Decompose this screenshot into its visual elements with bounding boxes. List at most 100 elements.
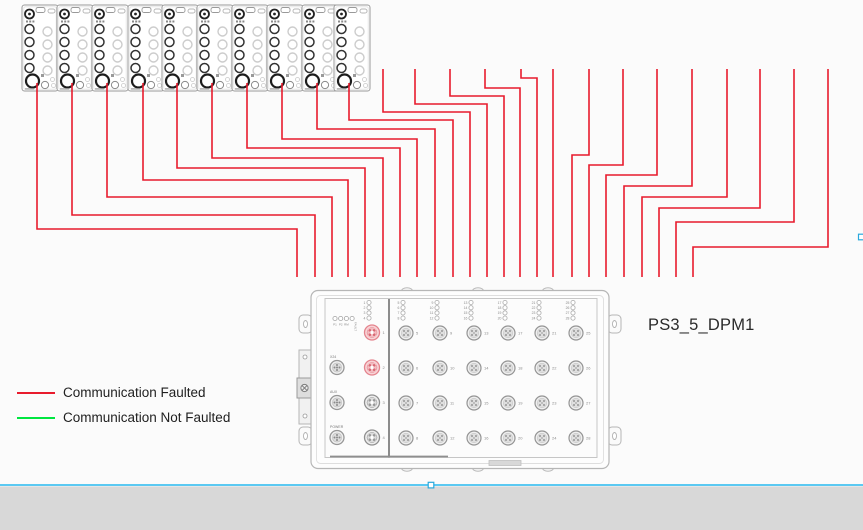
module-port-right[interactable] bbox=[42, 52, 53, 63]
device-port-17[interactable]: 17 bbox=[500, 325, 523, 341]
wire-communication-faulted[interactable] bbox=[246, 83, 401, 277]
module-port-right[interactable] bbox=[112, 39, 123, 50]
wire-communication-faulted[interactable] bbox=[348, 83, 454, 277]
device-port-23[interactable]: 23 bbox=[534, 395, 557, 411]
wire-communication-faulted[interactable] bbox=[142, 83, 349, 277]
device-port-5[interactable]: 5 bbox=[398, 325, 419, 341]
module-port-left[interactable] bbox=[130, 62, 141, 74]
module-port-left[interactable] bbox=[59, 36, 70, 48]
module-port-left[interactable] bbox=[234, 49, 245, 61]
module-port-right[interactable] bbox=[322, 39, 333, 50]
device-port-20[interactable]: 20 bbox=[500, 430, 523, 446]
module-main-connector[interactable] bbox=[234, 73, 251, 89]
device-port-12[interactable]: 12 bbox=[432, 430, 455, 446]
module-port-left[interactable] bbox=[24, 23, 35, 35]
module-port-left[interactable] bbox=[269, 62, 280, 74]
module-port-right[interactable] bbox=[287, 65, 298, 76]
device-port-8[interactable]: 8 bbox=[398, 430, 419, 446]
io-module[interactable] bbox=[231, 4, 269, 92]
device-connector-x24[interactable]: X24 bbox=[329, 355, 345, 376]
device-port-28[interactable]: 28 bbox=[568, 430, 591, 446]
wire-communication-faulted[interactable] bbox=[211, 83, 384, 277]
module-main-connector[interactable] bbox=[164, 73, 181, 89]
module-port-right[interactable] bbox=[77, 39, 88, 50]
module-port-right[interactable] bbox=[354, 65, 365, 76]
device-port-22[interactable]: 22 bbox=[534, 360, 557, 376]
module-port-right[interactable] bbox=[354, 52, 365, 63]
wire-communication-faulted[interactable] bbox=[281, 83, 418, 277]
selection-handle[interactable] bbox=[857, 233, 863, 241]
wire-communication-faulted[interactable] bbox=[692, 69, 829, 277]
module-port-left[interactable] bbox=[304, 62, 315, 74]
module-port-left[interactable] bbox=[164, 36, 175, 48]
module-port-left[interactable] bbox=[199, 36, 210, 48]
module-port-right[interactable] bbox=[252, 65, 263, 76]
module-port-left[interactable] bbox=[304, 36, 315, 48]
module-port-left[interactable] bbox=[59, 49, 70, 61]
module-port-left[interactable] bbox=[24, 49, 35, 61]
module-main-connector[interactable] bbox=[199, 73, 216, 89]
device-port-7[interactable]: 7 bbox=[398, 395, 419, 411]
module-port-left[interactable] bbox=[164, 49, 175, 61]
module-port-left[interactable] bbox=[336, 62, 347, 74]
module-port-right[interactable] bbox=[182, 65, 193, 76]
module-port-left[interactable] bbox=[130, 36, 141, 48]
module-port-left[interactable] bbox=[234, 36, 245, 48]
module-port-right[interactable] bbox=[217, 65, 228, 76]
module-port-left[interactable] bbox=[234, 23, 245, 35]
module-port-left[interactable] bbox=[269, 49, 280, 61]
module-port-right[interactable] bbox=[148, 65, 159, 76]
module-main-connector[interactable] bbox=[336, 73, 353, 89]
io-module[interactable] bbox=[127, 4, 165, 92]
wire-communication-faulted[interactable] bbox=[623, 69, 693, 277]
module-port-right[interactable] bbox=[42, 26, 53, 37]
device-title[interactable]: PS3_5_DPM1 bbox=[648, 316, 755, 334]
device-port-21[interactable]: 21 bbox=[534, 325, 557, 341]
module-port-right[interactable] bbox=[112, 52, 123, 63]
module-port-right[interactable] bbox=[112, 26, 123, 37]
module-port-left[interactable] bbox=[336, 36, 347, 48]
module-port-left[interactable] bbox=[164, 23, 175, 35]
module-main-connector[interactable] bbox=[94, 73, 111, 89]
module-port-right[interactable] bbox=[287, 39, 298, 50]
module-port-right[interactable] bbox=[322, 52, 333, 63]
io-module[interactable] bbox=[333, 4, 371, 92]
device-port-6[interactable]: 6 bbox=[398, 360, 419, 376]
module-port-right[interactable] bbox=[77, 65, 88, 76]
device-port-10[interactable]: 10 bbox=[432, 360, 455, 376]
device-port-11[interactable]: 11 bbox=[432, 395, 455, 411]
device-port-14[interactable]: 14 bbox=[466, 360, 489, 376]
io-module[interactable] bbox=[161, 4, 199, 92]
device-port-9[interactable]: 9 bbox=[432, 325, 453, 341]
module-port-left[interactable] bbox=[199, 23, 210, 35]
io-module[interactable] bbox=[21, 4, 59, 92]
module-port-left[interactable] bbox=[164, 62, 175, 74]
module-port-left[interactable] bbox=[269, 36, 280, 48]
device-port-16[interactable]: 16 bbox=[466, 430, 489, 446]
wire-communication-faulted[interactable] bbox=[520, 69, 538, 277]
module-port-left[interactable] bbox=[234, 62, 245, 74]
device-port-27[interactable]: 27 bbox=[568, 395, 591, 411]
io-module[interactable] bbox=[91, 4, 129, 92]
module-port-right[interactable] bbox=[42, 39, 53, 50]
io-module[interactable] bbox=[196, 4, 234, 92]
module-port-left[interactable] bbox=[24, 36, 35, 48]
wire-communication-faulted[interactable] bbox=[484, 69, 521, 277]
selection-handle[interactable] bbox=[427, 481, 435, 489]
module-port-right[interactable] bbox=[252, 39, 263, 50]
module-port-right[interactable] bbox=[77, 52, 88, 63]
wire-communication-faulted[interactable] bbox=[176, 83, 366, 277]
module-port-right[interactable] bbox=[148, 52, 159, 63]
wire-communication-faulted[interactable] bbox=[605, 69, 658, 277]
wire-communication-faulted[interactable] bbox=[106, 83, 333, 277]
module-port-left[interactable] bbox=[304, 49, 315, 61]
device-port-13[interactable]: 13 bbox=[466, 325, 489, 341]
device-port-1[interactable]: 1 bbox=[363, 324, 386, 341]
module-port-right[interactable] bbox=[148, 26, 159, 37]
device-port-25[interactable]: 25 bbox=[568, 325, 591, 341]
module-port-left[interactable] bbox=[130, 49, 141, 61]
device-port-4[interactable]: 4 bbox=[363, 429, 386, 446]
module-main-connector[interactable] bbox=[24, 73, 41, 89]
wire-communication-faulted[interactable] bbox=[71, 83, 316, 277]
module-port-left[interactable] bbox=[59, 62, 70, 74]
